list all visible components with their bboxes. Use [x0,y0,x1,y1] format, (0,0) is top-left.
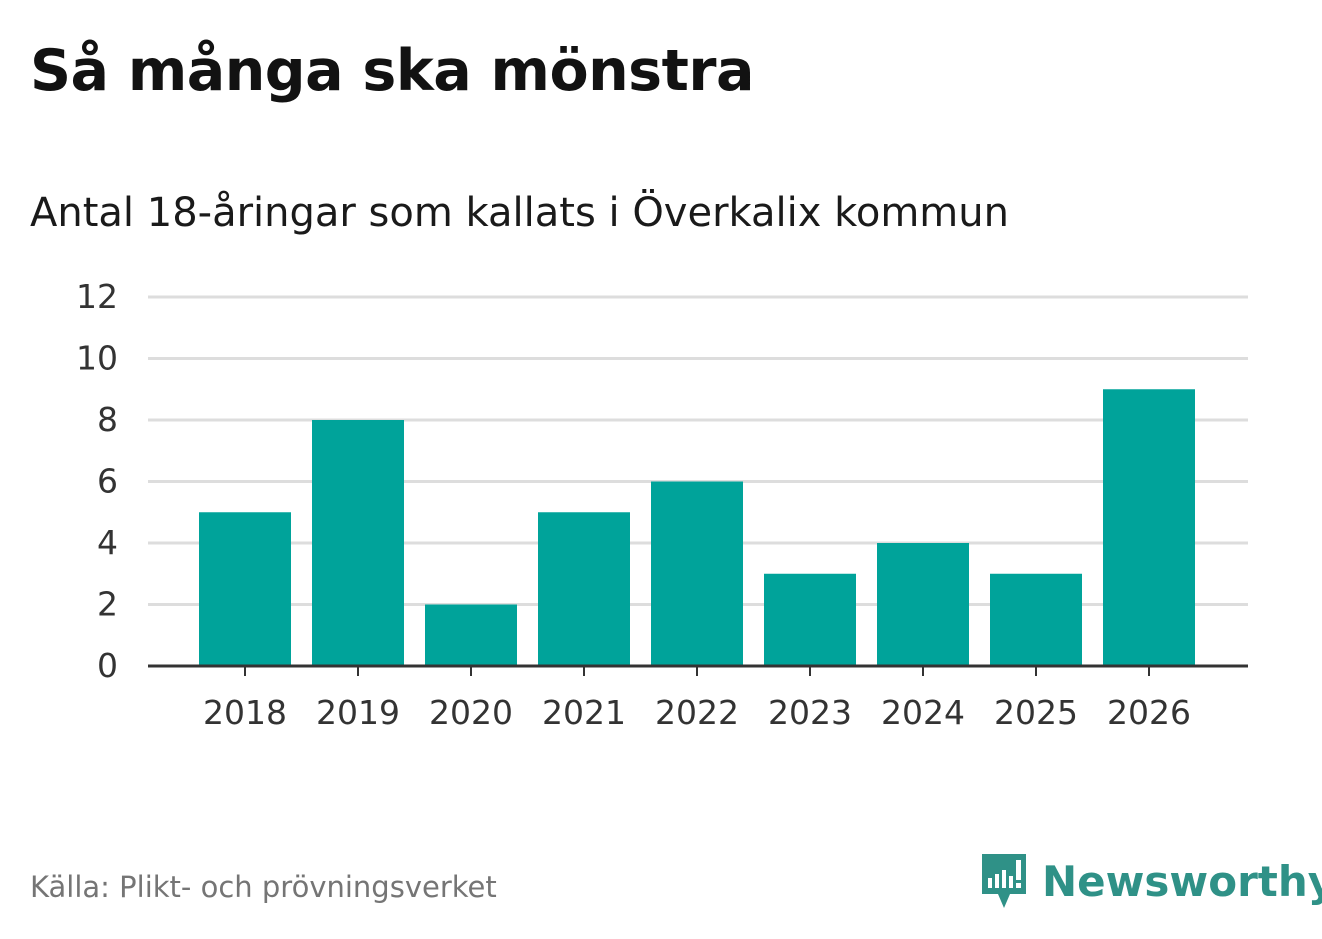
x-tick-label: 2018 [203,693,287,732]
y-tick-label: 0 [97,646,118,685]
y-tick-label: 12 [76,277,118,316]
bar-2021 [538,512,630,666]
bar-2022 [651,481,743,666]
x-tick-label: 2020 [429,693,513,732]
bar-2023 [764,573,856,666]
x-tick-label: 2019 [316,693,400,732]
bars [199,389,1195,666]
bar-2018 [199,512,291,666]
chart-title: Så många ska mönstra [30,38,754,104]
brand-name: Newsworthy [1042,856,1322,906]
x-tick-label: 2023 [768,693,852,732]
x-tick-label: 2024 [881,693,965,732]
bar-2020 [425,604,517,666]
source-note: Källa: Plikt- och prövningsverket [30,870,497,904]
bar-2025 [990,573,1082,666]
axes: 0 2 4 6 8 10 12 2018 2019 2020 2021 2022 2023 2024 202… [76,277,1248,732]
chart-subtitle: Antal 18-åringar som kallats i Överkalix… [30,190,1009,236]
newsworthy-logo-icon [982,854,1026,908]
x-tick-label: 2022 [655,693,739,732]
y-tick-label: 4 [97,523,118,562]
y-tick-label: 6 [97,462,118,501]
y-tick-label: 2 [97,585,118,624]
x-tick-label: 2025 [994,693,1078,732]
bar-2024 [877,543,969,666]
brand-logo: Newsworthy [980,850,1322,912]
bar-2026 [1103,389,1195,666]
y-tick-label: 10 [76,339,118,378]
x-tick-label: 2026 [1107,693,1191,732]
x-tick-label: 2021 [542,693,626,732]
y-tick-label: 8 [97,400,118,439]
bar-2019 [312,420,404,666]
